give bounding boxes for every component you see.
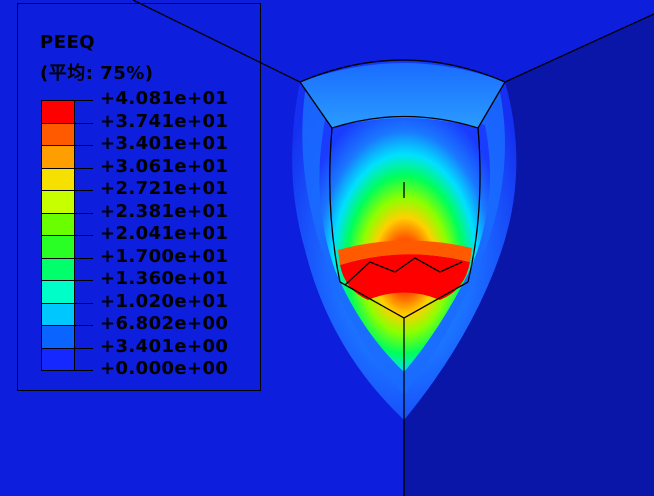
legend-swatch bbox=[41, 145, 75, 168]
legend-label: +3.401e+00 bbox=[100, 336, 229, 357]
legend-label: +1.700e+01 bbox=[100, 246, 229, 267]
legend-tick bbox=[41, 145, 93, 146]
legend-tick bbox=[41, 235, 93, 236]
legend-swatch bbox=[41, 280, 75, 303]
legend-tick bbox=[41, 370, 93, 371]
legend-label: +3.401e+01 bbox=[100, 133, 229, 154]
legend-label: +2.041e+01 bbox=[100, 223, 229, 244]
legend-swatch bbox=[41, 212, 75, 235]
orange-zone-region bbox=[338, 240, 472, 265]
legend-label: +1.360e+01 bbox=[100, 268, 229, 289]
legend-label: +6.802e+00 bbox=[100, 313, 229, 334]
legend-label: +4.081e+01 bbox=[100, 88, 229, 109]
legend-swatch bbox=[41, 100, 75, 123]
legend-tick bbox=[41, 190, 93, 191]
legend-tick bbox=[41, 347, 93, 349]
legend-swatch bbox=[41, 235, 75, 258]
legend-label: +3.061e+01 bbox=[100, 156, 229, 177]
legend-tick bbox=[41, 302, 93, 304]
legend-tick bbox=[41, 280, 93, 281]
legend-swatch bbox=[41, 347, 75, 370]
legend-label: +3.741e+01 bbox=[100, 111, 229, 132]
legend-tick bbox=[41, 167, 93, 169]
right-block bbox=[404, 14, 654, 496]
legend-swatch bbox=[41, 325, 75, 348]
legend-label: +2.721e+01 bbox=[100, 178, 229, 199]
legend-swatch bbox=[41, 190, 75, 213]
legend-swatch bbox=[41, 257, 75, 280]
legend-swatch bbox=[41, 122, 75, 145]
legend-tick bbox=[41, 100, 93, 101]
legend-tick bbox=[41, 325, 93, 326]
mesh-lines bbox=[132, 0, 654, 496]
legend-label: +0.000e+00 bbox=[100, 358, 229, 379]
legend-swatch bbox=[41, 302, 75, 325]
legend-tick bbox=[41, 257, 93, 259]
top-cap-region bbox=[300, 63, 505, 128]
legend-title: PEEQ bbox=[40, 32, 96, 53]
hot-zone-region bbox=[340, 254, 470, 300]
legend-label: +1.020e+01 bbox=[100, 291, 229, 312]
legend-subtitle: (平均: 75%) bbox=[40, 63, 154, 84]
legend-swatch bbox=[41, 167, 75, 190]
legend-label: +2.381e+01 bbox=[100, 201, 229, 222]
legend-panel: PEEQ (平均: 75%) +4.081e+01 +3.741e+01 +3.… bbox=[17, 3, 261, 391]
legend-tick bbox=[41, 122, 93, 124]
legend-tick bbox=[41, 212, 93, 214]
